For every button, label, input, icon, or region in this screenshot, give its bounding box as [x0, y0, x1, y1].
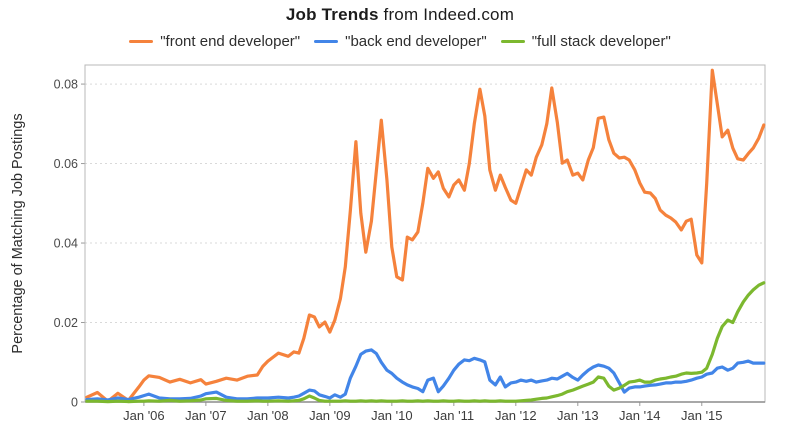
legend-label: "front end developer" [160, 33, 301, 50]
x-tick-label: Jan '08 [247, 408, 289, 423]
y-tick-label: 0 [71, 396, 78, 410]
x-tick-label: Jan '06 [123, 408, 165, 423]
x-tick-label: Jan '12 [495, 408, 537, 423]
chart-title-source: from Indeed.com [378, 5, 515, 24]
x-tick-label: Jan '07 [185, 408, 227, 423]
y-tick-label: 0.02 [54, 316, 78, 330]
x-tick-label: Jan '15 [681, 408, 723, 423]
chart-title: Job Trends from Indeed.com [0, 5, 800, 25]
x-tick-label: Jan '13 [557, 408, 599, 423]
chart-title-bold: Job Trends [285, 5, 379, 24]
y-tick-label: 0.08 [54, 78, 78, 92]
legend-label: "back end developer" [345, 33, 487, 50]
axes [81, 64, 766, 406]
x-tick-label: Jan '14 [619, 408, 661, 423]
legend-dash-green-icon [500, 40, 525, 43]
x-tick-label: Jan '11 [434, 408, 475, 423]
y-tick-label: 0.06 [54, 157, 78, 171]
legend-item-front-end-developer: "front end developer" [129, 33, 300, 50]
y-axis-title: Percentage of Matching Job Postings [10, 113, 26, 353]
series-line-front-end-developer [85, 68, 766, 403]
series-line-back-end-developer [85, 348, 766, 402]
legend-dash-orange-icon [129, 40, 154, 43]
x-tick-label: Jan '09 [309, 408, 351, 423]
legend-dash-blue-icon [314, 40, 339, 43]
axis-labels: 0 0.02 0.04 0.06 0.08 Jan '06 Jan '07 Jan '08 Ja… [10, 78, 723, 423]
legend-item-back-end-developer: "back end developer" [314, 33, 487, 50]
series-line-full-stack-developer [85, 281, 766, 404]
plot-border [84, 64, 766, 403]
chart-legend: "front end developer" "back end develope… [0, 33, 800, 50]
legend-label: "full stack developer" [531, 33, 671, 50]
x-tick-label: Jan '10 [371, 408, 413, 423]
legend-item-full-stack-developer: "full stack developer" [500, 33, 671, 50]
gridlines [85, 83, 765, 324]
y-tick-label: 0.04 [54, 237, 78, 251]
series-lines [85, 68, 766, 404]
